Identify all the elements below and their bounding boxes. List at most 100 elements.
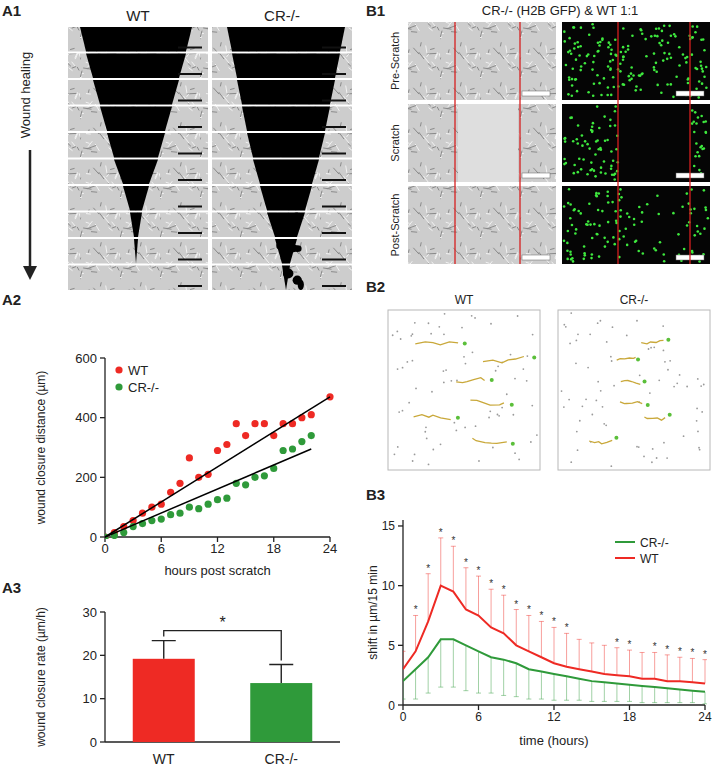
track-end (490, 378, 494, 382)
cell-dot (565, 326, 567, 328)
wound-area (80, 27, 192, 52)
cell-dot (696, 420, 698, 422)
significance-label: * (219, 614, 225, 631)
row-label: Scratch (389, 124, 401, 161)
nucleus (563, 137, 566, 140)
cell-dot (626, 335, 628, 337)
nucleus (611, 201, 614, 204)
y-tick (100, 477, 105, 478)
nucleus (610, 53, 613, 56)
nucleus (584, 62, 587, 65)
panel-label: A3 (2, 579, 21, 596)
error-bar (539, 621, 544, 657)
nucleus (626, 244, 629, 247)
nucleus (703, 49, 706, 52)
error-bar (438, 538, 443, 586)
error-bar (152, 641, 176, 659)
nucleus (620, 51, 623, 54)
nucleus (693, 131, 696, 134)
nucleus (694, 31, 697, 34)
y-tick-label: 0 (388, 699, 395, 713)
nucleus (619, 62, 622, 65)
nucleus (655, 70, 658, 73)
micrograph (212, 213, 352, 238)
cell-dot (676, 382, 678, 384)
panel-label: B2 (366, 278, 385, 295)
cell-track (621, 381, 641, 385)
cell-track (483, 357, 524, 363)
nucleus (686, 224, 689, 227)
cell-dot (658, 379, 660, 381)
cell-dot (652, 448, 654, 450)
cell-dot (605, 424, 607, 426)
nucleus (583, 245, 586, 248)
nucleus (693, 234, 696, 237)
nucleus (573, 208, 576, 211)
significance-label: * (703, 649, 707, 660)
wound-spot (281, 197, 291, 207)
nucleus (613, 243, 616, 246)
arrow-label: Wound healing (18, 52, 33, 139)
nucleus (678, 46, 681, 49)
tracking-frame (388, 310, 540, 470)
nucleus (691, 36, 694, 39)
cell-dot (492, 447, 494, 449)
nucleus (581, 134, 584, 137)
scale-bar (178, 206, 202, 208)
significance-label: * (615, 637, 619, 648)
nucleus (609, 119, 612, 122)
nucleus (630, 66, 633, 69)
nucleus (612, 59, 615, 62)
nucleus (675, 75, 678, 78)
significance-label: * (426, 563, 430, 574)
y-tick (398, 585, 403, 586)
significance-label: * (477, 565, 481, 576)
nucleus (645, 55, 648, 58)
nucleus (571, 257, 574, 260)
data-point (214, 447, 221, 454)
nucleus (672, 96, 675, 99)
nucleus (573, 47, 576, 50)
nucleus (593, 83, 596, 86)
nucleus (707, 217, 710, 220)
nucleus (596, 74, 599, 77)
nucleus (590, 257, 593, 260)
data-point (158, 516, 165, 523)
wound-spot (276, 223, 283, 235)
cell-dot (639, 374, 641, 376)
scale-bar (178, 285, 202, 287)
legend-marker (115, 383, 122, 390)
nucleus (703, 147, 706, 150)
cell-dot (514, 452, 516, 454)
scale-bar (322, 100, 346, 102)
nucleus (591, 68, 594, 71)
nucleus (588, 33, 591, 36)
nucleus (577, 124, 580, 127)
scale-bar (522, 173, 550, 178)
error-bar (552, 627, 557, 663)
micrograph (68, 266, 208, 291)
x-tick-label: 0 (400, 710, 407, 724)
y-tick (100, 698, 105, 699)
row-label: Pre-Scratch (389, 32, 401, 90)
cell-dot (453, 422, 455, 424)
cell-dot (444, 313, 446, 315)
wound-area (123, 186, 149, 211)
nucleus (622, 56, 625, 59)
legend-label: WT (640, 552, 659, 566)
cell-dot (698, 447, 700, 449)
cell-dot (579, 420, 581, 422)
nucleus (592, 26, 595, 29)
y-tick (100, 357, 105, 358)
nucleus (703, 75, 706, 78)
cell-dot (599, 320, 601, 322)
cell-dot (518, 459, 520, 461)
nucleus (582, 158, 585, 161)
cell-dot (442, 370, 444, 372)
nucleus (566, 249, 569, 252)
significance-bracket (164, 631, 282, 661)
nucleus (572, 140, 575, 143)
cell-dot (602, 406, 604, 408)
column-title: CR-/- (620, 293, 649, 307)
nucleus (668, 25, 671, 28)
